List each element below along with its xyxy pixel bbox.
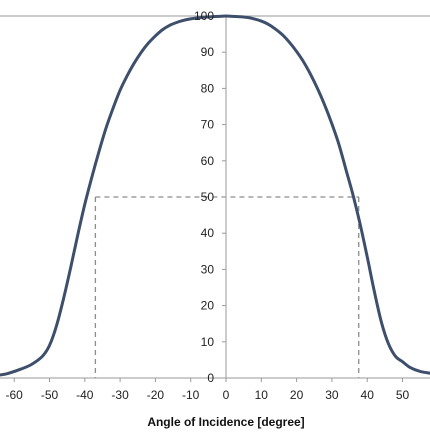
reference-lines-layer [94, 196, 360, 378]
x-tick-label: 10 [255, 388, 269, 402]
curve-layer [0, 14, 430, 377]
x-tick-labels: -60 -50 -40 -30 -20 -10 0 10 20 30 40 50 [6, 388, 410, 402]
y-tick-label: 40 [201, 226, 215, 240]
x-tick-label: 50 [396, 388, 410, 402]
y-tick-label: 0 [207, 371, 214, 385]
y-tick-label: 10 [201, 335, 215, 349]
axes-layer [0, 15, 430, 382]
x-tick-label: 0 [223, 388, 230, 402]
y-tick-label: 20 [201, 299, 215, 313]
y-tick-label: 50 [201, 190, 215, 204]
y-tick-label: 30 [201, 262, 215, 276]
x-axis-title: Angle of Incidence [degree] [147, 415, 304, 429]
x-tick-label: -10 [182, 388, 200, 402]
y-tick-labels: 0 10 20 30 40 50 60 70 80 90 100 [194, 9, 214, 385]
y-tick-label: 100 [194, 9, 214, 23]
y-tick-label: 90 [201, 45, 215, 59]
y-tick-label: 70 [201, 118, 215, 132]
x-tick-label: -50 [41, 388, 59, 402]
x-tick-label: -40 [76, 388, 94, 402]
x-tick-label: 20 [290, 388, 304, 402]
x-tick-label: -60 [6, 388, 24, 402]
data-curve-line [0, 14, 430, 377]
x-tick-label: 30 [325, 388, 339, 402]
x-tick-label: -20 [147, 388, 165, 402]
x-tick-label: 40 [361, 388, 375, 402]
x-tick-label: -30 [111, 388, 129, 402]
y-tick-label: 60 [201, 154, 215, 168]
y-tick-label: 80 [201, 81, 215, 95]
